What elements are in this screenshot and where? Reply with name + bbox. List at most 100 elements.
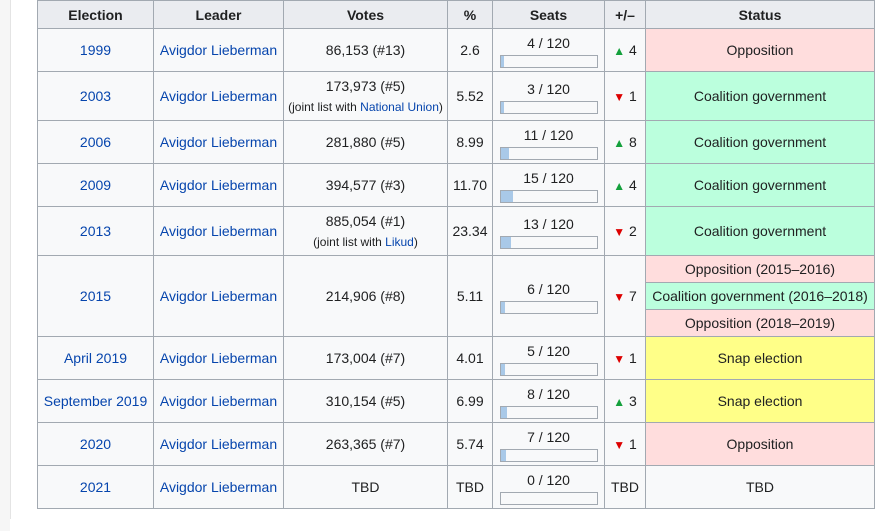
status-cell: Coalition government — [645, 120, 875, 164]
change-cell: ▼ 2 — [604, 206, 646, 256]
change-value: 3 — [628, 393, 637, 409]
votes-cell: 214,906 (#8) — [283, 255, 448, 337]
seats-value: 3 / 120 — [527, 81, 570, 97]
votes-cell: 173,973 (#5) (joint list with National Un… — [283, 71, 448, 121]
increase-arrow-icon: ▲ — [613, 179, 626, 193]
seats-cell: 5 / 120 — [492, 336, 605, 380]
leader-cell: Avigdor Lieberman — [153, 255, 284, 337]
status-label: Coalition government — [693, 223, 827, 239]
leader-link[interactable]: Avigdor Lieberman — [159, 350, 278, 366]
percent-cell: 6.99 — [447, 379, 493, 423]
election-cell: 2003 — [37, 71, 154, 121]
leader-link[interactable]: Avigdor Lieberman — [159, 42, 278, 58]
leader-cell: Avigdor Lieberman — [153, 379, 284, 423]
election-link[interactable]: 2021 — [79, 479, 112, 495]
seats-bar — [499, 147, 598, 160]
election-cell: 1999 — [37, 28, 154, 72]
decrease-arrow-icon: ▼ — [613, 438, 626, 452]
election-link[interactable]: September 2019 — [43, 393, 148, 409]
change-cell: ▲ 3 — [604, 379, 646, 423]
seats-bar — [499, 55, 598, 68]
status-label: Snap election — [717, 393, 803, 409]
leader-link[interactable]: Avigdor Lieberman — [159, 436, 278, 452]
table-row: 2015 Avigdor Lieberman 214,906 (#8) 5.11 6 /… — [37, 255, 875, 337]
increase-arrow-icon: ▲ — [613, 44, 626, 58]
seats-bar — [499, 190, 598, 203]
votes-value: 86,153 (#13) — [325, 42, 406, 58]
header-election[interactable]: Election — [37, 0, 154, 29]
votes-value: 394,577 (#3) — [325, 177, 406, 193]
seats-bar-fill — [500, 56, 505, 67]
election-cell: 2009 — [37, 163, 154, 207]
election-link[interactable]: 2009 — [79, 177, 112, 193]
election-link[interactable]: 2003 — [79, 88, 112, 104]
election-cell: September 2019 — [37, 379, 154, 423]
change-value: 4 — [628, 42, 637, 58]
votes-value: 281,880 (#5) — [325, 134, 406, 150]
header-leader[interactable]: Leader — [153, 0, 284, 29]
leader-link[interactable]: Avigdor Lieberman — [159, 479, 278, 495]
election-link[interactable]: 2006 — [79, 134, 112, 150]
percent-cell: 8.99 — [447, 120, 493, 164]
seats-value: 4 / 120 — [527, 35, 570, 51]
seats-bar-fill — [500, 364, 505, 375]
header-status[interactable]: Status — [645, 0, 875, 29]
change-cell: ▲ 4 — [604, 28, 646, 72]
joint-list-note: (joint list with National Union) — [284, 99, 447, 115]
election-cell: 2021 — [37, 465, 154, 509]
election-link[interactable]: 2015 — [79, 288, 112, 304]
leader-link[interactable]: Avigdor Lieberman — [159, 393, 278, 409]
leader-link[interactable]: Avigdor Lieberman — [159, 177, 278, 193]
joint-list-party-link[interactable]: National Union — [360, 100, 439, 114]
seats-value: 5 / 120 — [527, 343, 570, 359]
change-value: 7 — [628, 288, 637, 304]
joint-list-party-link[interactable]: Likud — [385, 235, 414, 249]
seats-cell: 13 / 120 — [492, 206, 605, 256]
seats-bar-fill — [500, 450, 507, 461]
table-row: 2021 Avigdor Lieberman TBD TBD 0 / 120 TBD TBD — [37, 465, 875, 509]
election-link[interactable]: 1999 — [79, 42, 112, 58]
seats-cell: 4 / 120 — [492, 28, 605, 72]
seats-cell: 15 / 120 — [492, 163, 605, 207]
leader-link[interactable]: Avigdor Lieberman — [159, 288, 278, 304]
change-value: 4 — [628, 177, 637, 193]
status-cell: Opposition — [645, 422, 875, 466]
leader-cell: Avigdor Lieberman — [153, 71, 284, 121]
decrease-arrow-icon: ▼ — [613, 352, 626, 366]
election-link[interactable]: 2013 — [79, 223, 112, 239]
status-label: Coalition government — [693, 88, 827, 104]
header-change[interactable]: +/– — [604, 0, 646, 29]
seats-bar — [499, 363, 598, 376]
header-votes[interactable]: Votes — [283, 0, 448, 29]
leader-link[interactable]: Avigdor Lieberman — [159, 223, 278, 239]
table-row: 2020 Avigdor Lieberman 263,365 (#7) 5.74 7 /… — [37, 422, 875, 466]
percent-cell: 5.11 — [447, 255, 493, 337]
seats-bar-fill — [500, 102, 505, 113]
leader-link[interactable]: Avigdor Lieberman — [159, 134, 278, 150]
votes-cell: 310,154 (#5) — [283, 379, 448, 423]
seats-bar — [499, 301, 598, 314]
status-label: Coalition government — [693, 134, 827, 150]
percent-cell: 5.52 — [447, 71, 493, 121]
status-cell: Coalition government — [645, 71, 875, 121]
votes-cell: 281,880 (#5) — [283, 120, 448, 164]
election-results-table: Election Leader Votes % Seats +/– Status… — [37, 0, 875, 509]
votes-value: 214,906 (#8) — [325, 288, 406, 304]
table-row: 1999 Avigdor Lieberman 86,153 (#13) 2.6 4 / … — [37, 28, 875, 72]
table-row: 2009 Avigdor Lieberman 394,577 (#3) 11.70 15… — [37, 163, 875, 207]
decrease-arrow-icon: ▼ — [613, 225, 626, 239]
change-value: 8 — [628, 134, 637, 150]
election-link[interactable]: 2020 — [79, 436, 112, 452]
votes-value: 173,004 (#7) — [325, 350, 406, 366]
election-link[interactable]: April 2019 — [63, 350, 128, 366]
header-seats[interactable]: Seats — [492, 0, 605, 29]
percent-cell: 5.74 — [447, 422, 493, 466]
header-percent[interactable]: % — [447, 0, 493, 29]
leader-link[interactable]: Avigdor Lieberman — [159, 88, 278, 104]
change-value: 1 — [628, 350, 637, 366]
seats-value: 13 / 120 — [523, 216, 574, 232]
seats-cell: 6 / 120 — [492, 255, 605, 337]
change-cell: ▲ 4 — [604, 163, 646, 207]
change-value: 1 — [628, 436, 637, 452]
seats-value: 7 / 120 — [527, 429, 570, 445]
